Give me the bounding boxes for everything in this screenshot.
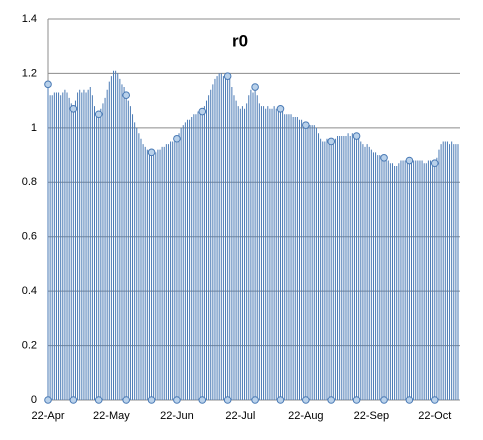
value-marker [302, 121, 310, 129]
base-marker [327, 396, 335, 404]
base-marker [405, 396, 414, 404]
value-marker [352, 132, 361, 140]
value-marker [405, 156, 414, 165]
base-marker [198, 396, 207, 404]
value-marker [122, 91, 130, 99]
base-marker [430, 396, 439, 404]
y-tick-label: 1.4 [22, 13, 37, 25]
base-marker [251, 396, 259, 404]
value-marker [251, 83, 259, 91]
x-tick-label: 22-Sep [354, 410, 389, 422]
x-tick-label: 22-Apr [31, 410, 64, 422]
y-tick-label: 1.2 [22, 67, 37, 79]
value-marker [69, 105, 78, 113]
base-marker [380, 396, 388, 404]
value-marker [198, 107, 207, 116]
value-marker [430, 159, 439, 168]
y-tick-label: 0.4 [22, 285, 37, 297]
value-marker [223, 72, 232, 80]
base-marker [44, 396, 52, 404]
value-marker [380, 153, 388, 162]
y-tick-label: 0 [31, 394, 37, 406]
x-tick-label: 22-Jun [160, 410, 194, 422]
y-tick-label: 1 [31, 122, 37, 134]
base-marker [122, 396, 130, 404]
base-marker [173, 396, 181, 404]
value-marker [276, 105, 285, 113]
value-marker [44, 80, 52, 89]
x-tick-label: 22-May [93, 410, 130, 422]
x-tick-label: 22-Oct [418, 410, 451, 422]
value-marker [327, 137, 335, 146]
base-marker [69, 396, 78, 404]
value-marker [147, 148, 156, 157]
value-marker [94, 110, 103, 119]
base-marker [276, 396, 285, 404]
base-marker [147, 396, 156, 404]
base-marker [223, 396, 232, 404]
x-tick-label: 22-Jul [225, 410, 255, 422]
base-marker [94, 396, 103, 404]
y-tick-label: 0.6 [22, 231, 37, 243]
y-tick-label: 0.8 [22, 176, 37, 188]
y-tick-label: 0.2 [22, 339, 37, 351]
base-marker [302, 396, 310, 404]
value-marker [173, 134, 181, 143]
base-marker [352, 396, 361, 404]
chart-title: r0 [232, 31, 248, 50]
x-tick-label: 22-Aug [288, 410, 323, 422]
